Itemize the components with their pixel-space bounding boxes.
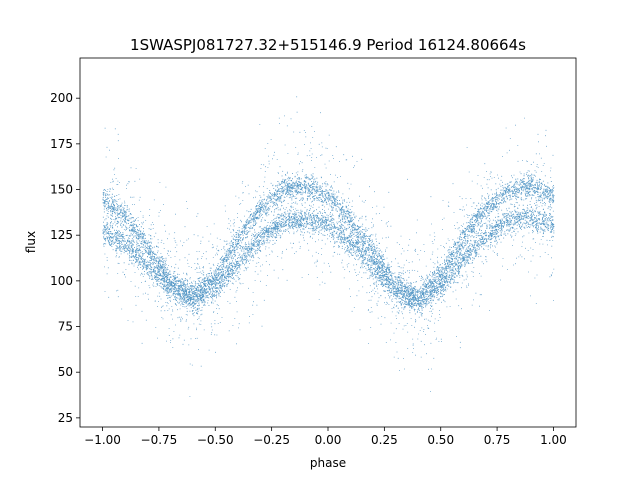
y-tick-label: 175 [50,137,73,151]
x-tick-label: −0.25 [253,433,290,447]
y-tick-label: 25 [58,411,73,425]
y-tick-label: 200 [50,91,73,105]
plot-area [102,96,555,398]
chart-title: 1SWASPJ081727.32+515146.9 Period 16124.8… [130,36,526,54]
y-tick-label: 50 [58,365,73,379]
x-tick-label: 1.00 [540,433,567,447]
y-tick-label: 75 [58,320,73,334]
x-axis-label: phase [310,456,346,470]
plot-frame [79,57,577,428]
y-tick-label: 150 [50,183,73,197]
x-tick-label: −0.50 [197,433,234,447]
x-axis: −1.00 −0.75 −0.50 −0.25 0.00 0.25 0.50 0.75 1.00 [84,427,567,447]
x-tick-label: 0.50 [427,433,454,447]
y-axis-label: flux [24,231,38,253]
x-tick-label: 0.75 [484,433,511,447]
x-tick-label: −1.00 [84,433,121,447]
y-tick-label: 100 [50,274,73,288]
y-tick-label: 125 [50,228,73,242]
scatter-points [102,96,555,398]
x-tick-label: −0.75 [141,433,178,447]
x-tick-label: 0.00 [315,433,342,447]
x-tick-label: 0.25 [371,433,398,447]
y-axis: 25 50 75 100 125 150 175 200 [50,91,80,425]
